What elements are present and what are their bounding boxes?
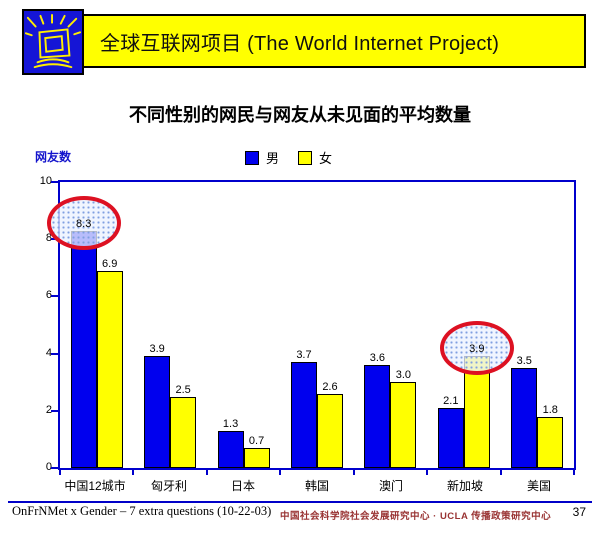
legend-swatch-female — [298, 150, 313, 165]
bar-value-label: 2.5 — [175, 383, 191, 396]
x-tick-mark — [352, 470, 355, 475]
page-title: 不同性别的网民与网友从未见面的平均数量 — [129, 105, 471, 125]
bar-value-label: 2.6 — [322, 380, 338, 393]
bar-column: 2.5 — [170, 383, 197, 468]
bar-女-新加坡 — [463, 356, 490, 468]
bar-女-日本 — [243, 447, 270, 468]
category-label: 美国 — [526, 479, 551, 493]
y-tick-label-0: 0 — [45, 461, 52, 473]
category-label: 新加坡 — [446, 479, 483, 493]
bar-男-美国 — [511, 367, 538, 468]
logo-doodle — [24, 13, 82, 69]
x-tick-mark — [205, 470, 208, 475]
bar-column: 2.6 — [316, 380, 343, 468]
bar-value-label: 6.9 — [102, 257, 118, 270]
sparkle-monitor-logo-icon — [22, 9, 84, 75]
bar-女-澳门 — [390, 382, 417, 468]
bar-value-label: 3.9 — [469, 343, 485, 356]
highlight-circle-2 — [439, 321, 514, 376]
category-label: 日本 — [230, 479, 255, 493]
y-tick-label-6: 6 — [45, 289, 52, 302]
bar-column: 3.5 — [511, 354, 538, 468]
legend-label-male: 男 — [266, 151, 280, 166]
bar-column: 3.9 — [463, 343, 490, 468]
highlight-circle-1 — [46, 195, 121, 250]
y-tick-mark — [51, 295, 58, 298]
bar-group-5: 3.6 3.0 — [354, 182, 427, 468]
footer-divider — [8, 501, 592, 503]
bar-column: 2.1 — [437, 394, 464, 468]
bar-value-label: 3.6 — [369, 352, 386, 365]
bar-男-日本 — [217, 430, 244, 468]
bar-column: 6.9 — [96, 257, 123, 468]
bar-value-label: 0.7 — [248, 434, 265, 447]
bar-column: 3.7 — [290, 349, 317, 468]
bar-group-6: 2.1 3.9 — [427, 182, 500, 468]
bar-value-label: 3.9 — [149, 343, 165, 356]
category-axis-labels: 中国12城市 匈牙利 日本 韩国 澳门 新加坡 美国 — [58, 477, 576, 494]
footer-credits: 中国社会科学院社会发展研究中心 · UCLA 传播政策研究中心 — [280, 511, 552, 522]
bar-group-2: 3.9 2.5 — [133, 182, 206, 468]
bar-女-匈牙利 — [170, 396, 197, 468]
x-tick-mark — [499, 470, 502, 475]
bar-男-中国12城市 — [70, 230, 97, 468]
y-tick-mark — [51, 409, 58, 412]
bar-value-label: 3.7 — [296, 349, 312, 362]
bar-value-label: 3.5 — [516, 354, 532, 367]
bar-column: 8.3 — [70, 217, 97, 468]
page-number: 37 — [572, 505, 586, 519]
category-label: 中国12城市 — [64, 479, 126, 493]
bar-group-1: 8.3 6.9 — [60, 182, 133, 468]
bar-group-7: 3.5 1.8 — [501, 182, 574, 468]
bar-column: 1.8 — [537, 403, 564, 468]
x-tick-mark — [573, 470, 575, 475]
y-tick-mark — [51, 352, 58, 355]
category-label: 韩国 — [304, 479, 329, 493]
x-tick-mark — [132, 470, 135, 475]
bar-column: 0.7 — [243, 434, 270, 468]
bar-value-label: 3.0 — [395, 369, 412, 382]
category-label: 匈牙利 — [150, 479, 187, 493]
bar-女-美国 — [537, 416, 564, 468]
y-axis-title: 网友数 — [35, 150, 72, 164]
bar-女-中国12城市 — [96, 270, 123, 468]
bar-男-匈牙利 — [144, 356, 171, 468]
bar-男-新加坡 — [437, 407, 464, 468]
y-tick-mark — [51, 467, 58, 469]
bar-column: 1.3 — [217, 417, 244, 468]
bar-value-label: 2.1 — [443, 394, 459, 407]
bar-value-label: 1.3 — [222, 417, 239, 430]
y-tick-label-10: 10 — [39, 175, 52, 187]
bar-column: 3.9 — [144, 343, 171, 468]
bar-value-label: 8.3 — [76, 217, 92, 230]
category-label: 澳门 — [378, 479, 403, 493]
legend-label-female: 女 — [319, 151, 333, 166]
y-tick-label-8: 8 — [45, 232, 52, 245]
y-tick-label-4: 4 — [45, 346, 52, 359]
x-tick-mark — [426, 470, 429, 475]
bar-column: 3.6 — [364, 352, 391, 468]
y-tick-label-2: 2 — [45, 403, 52, 416]
bar-女-韩国 — [316, 393, 343, 468]
x-tick-mark — [279, 470, 282, 475]
legend-swatch-male — [245, 150, 259, 165]
footer-note: OnFrNMet x Gender – 7 extra questions (1… — [12, 504, 272, 518]
bar-group-3: 1.3 0.7 — [207, 182, 280, 468]
bar-column: 3.0 — [390, 369, 417, 468]
header-banner: 全球互联网项目 (The World Internet Project) — [26, 14, 586, 68]
header-title: 全球互联网项目 (The World Internet Project) — [100, 32, 500, 55]
y-tick-mark — [51, 181, 58, 183]
chart-legend: 男 女 — [245, 148, 344, 167]
bar-value-label: 1.8 — [542, 403, 558, 416]
bar-group-4: 3.7 2.6 — [280, 182, 353, 468]
bar-男-澳门 — [364, 365, 391, 468]
plot-area: 8.3 6.9 3.9 2.5 1.3 0.7 3.7 2.6 3.6 3.0 2.1 3.9 3.5 1… — [46, 180, 576, 470]
x-tick-mark — [59, 470, 61, 475]
bar-男-韩国 — [290, 362, 317, 468]
